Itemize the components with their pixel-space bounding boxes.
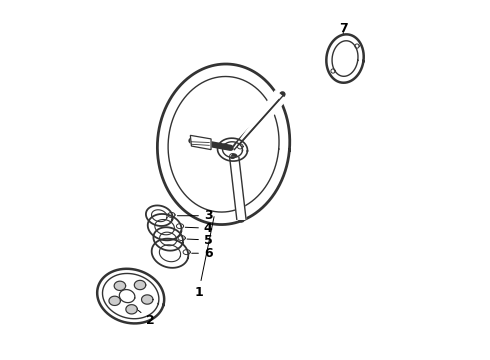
Text: 2: 2 [138, 310, 155, 327]
Polygon shape [190, 135, 211, 150]
Polygon shape [152, 239, 188, 268]
Polygon shape [218, 138, 247, 161]
Polygon shape [326, 34, 364, 83]
Text: 4: 4 [185, 222, 213, 235]
Text: 1: 1 [194, 217, 214, 299]
Polygon shape [147, 214, 181, 240]
Polygon shape [134, 280, 146, 290]
Polygon shape [142, 295, 153, 304]
Polygon shape [234, 91, 286, 153]
Polygon shape [114, 281, 125, 291]
Polygon shape [97, 269, 164, 323]
Polygon shape [126, 305, 137, 314]
Text: 7: 7 [339, 22, 347, 35]
Text: 5: 5 [187, 234, 213, 247]
Text: 6: 6 [192, 247, 213, 260]
Polygon shape [109, 296, 121, 306]
Polygon shape [230, 157, 246, 219]
Polygon shape [146, 206, 172, 226]
Polygon shape [153, 227, 183, 251]
Text: 3: 3 [177, 209, 213, 222]
